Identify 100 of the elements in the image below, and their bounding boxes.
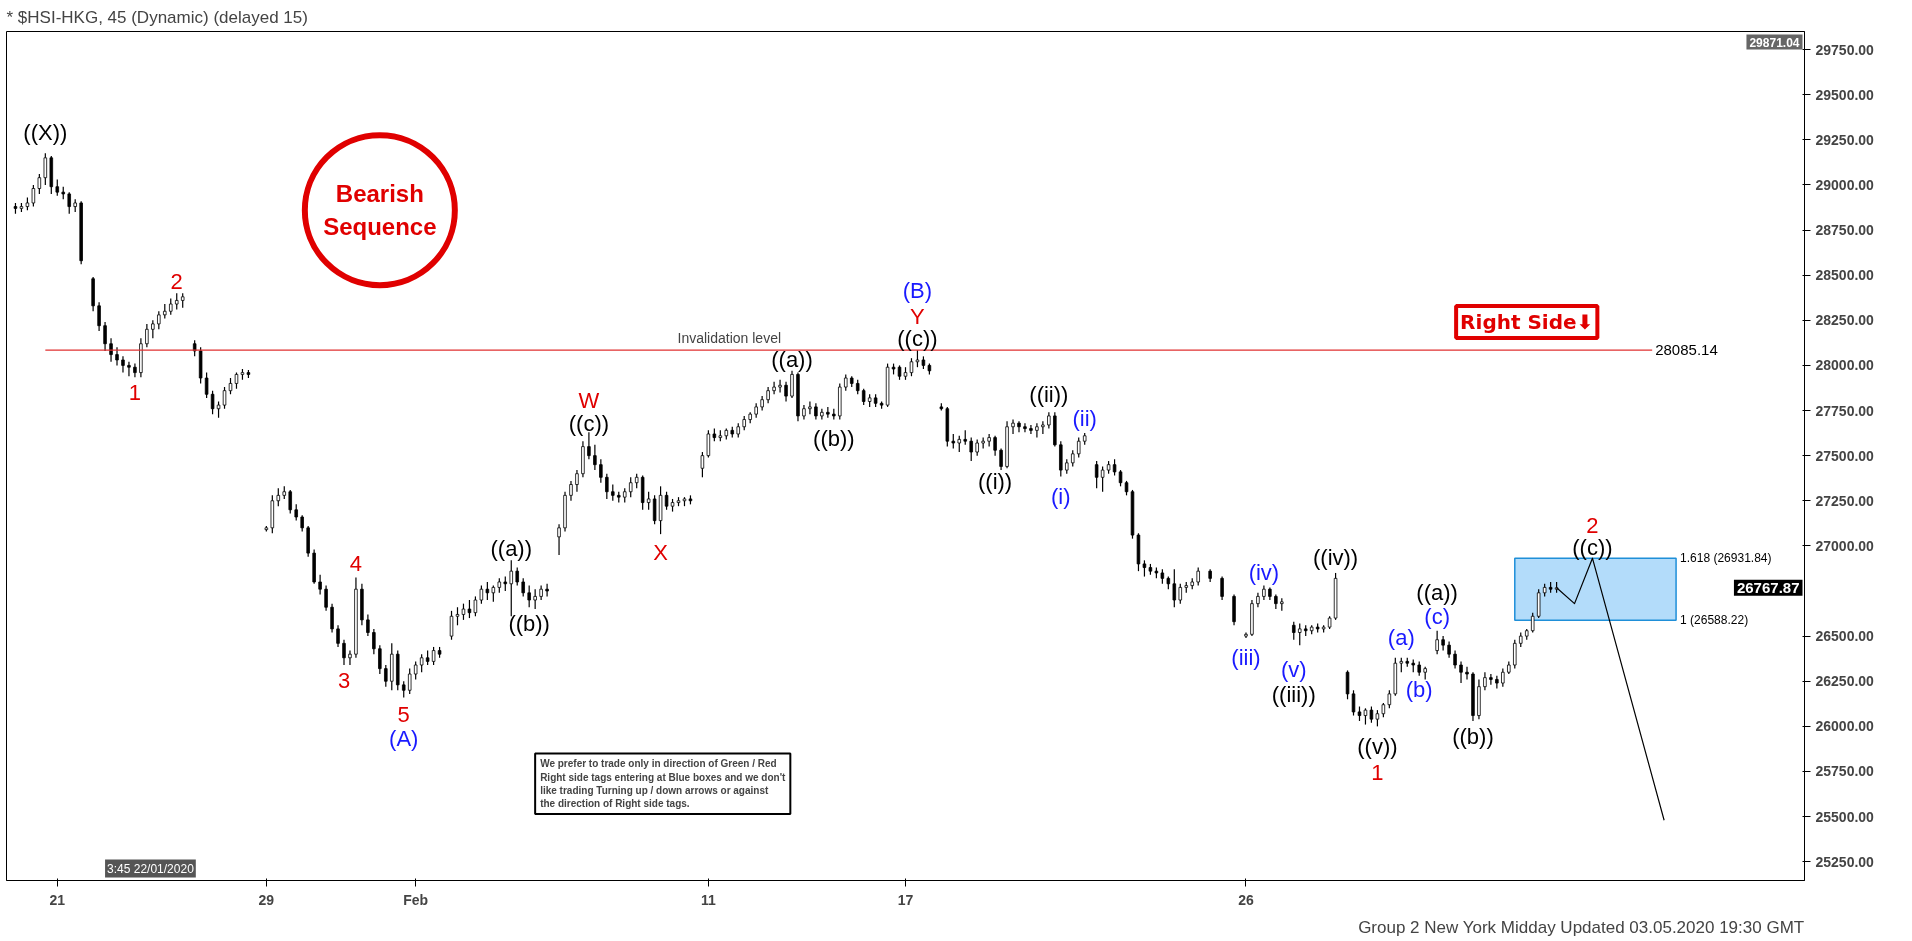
annotation: X	[653, 539, 669, 565]
candlestick	[431, 646, 436, 666]
candlestick	[808, 400, 812, 415]
annotation: 3	[337, 667, 351, 693]
annotation: 26767.87	[1736, 578, 1800, 596]
candlestick	[969, 436, 973, 462]
candlestick	[1196, 566, 1200, 587]
candlestick	[993, 435, 997, 457]
annotation: ((a))	[1416, 580, 1458, 606]
candlestick	[569, 480, 573, 502]
candlestick	[37, 173, 42, 195]
candlestick	[413, 660, 418, 681]
candlestick	[1501, 668, 1505, 688]
candlestick	[509, 559, 513, 617]
candlestick	[121, 355, 125, 374]
candlestick	[1029, 424, 1033, 435]
candlestick	[384, 664, 388, 688]
x-tick-label: 11	[700, 891, 716, 908]
candlestick	[1017, 420, 1021, 433]
candlestick	[1465, 666, 1469, 681]
annotation: ((b))	[1452, 723, 1494, 749]
candlestick	[222, 386, 227, 410]
candlestick	[449, 610, 454, 641]
annotation: 1 (26588.22)	[1680, 613, 1749, 628]
candlestick	[103, 321, 107, 352]
annotation: 4	[349, 551, 363, 577]
candlestick	[1292, 621, 1296, 641]
y-tick-label: 27750.00	[1815, 402, 1875, 419]
candlestick	[127, 361, 131, 377]
candlestick	[533, 588, 537, 610]
candlestick	[605, 473, 609, 500]
candlestick	[288, 489, 292, 514]
candlestick	[772, 381, 776, 395]
annotation: 5	[397, 702, 410, 728]
y-tick-label: 29000.00	[1815, 176, 1875, 193]
y-tick-label: 25750.00	[1815, 763, 1875, 780]
annotation: ((b))	[813, 425, 855, 451]
annotation: (a)	[1387, 625, 1415, 651]
annotation: (A)	[389, 725, 419, 751]
annotation: ((X))	[23, 120, 68, 146]
y-tick-label: 28750.00	[1815, 222, 1875, 239]
annotation: ((b))	[508, 610, 550, 636]
candlestick	[115, 346, 119, 366]
y-tick-label: 29750.00	[1815, 41, 1875, 58]
x-tick-label: 26	[1238, 891, 1254, 908]
annotation: 2	[170, 268, 183, 294]
x-tick-label: 29	[258, 891, 275, 908]
y-tick-label: 27500.00	[1815, 447, 1875, 464]
annotation: (b)	[1405, 676, 1433, 702]
candlestick	[342, 639, 346, 666]
candlestick	[909, 357, 914, 377]
annotation: We prefer to trade only in direction of Green / Red Right side tags entering at Blue boxes and we don't like trading Turning up / down arrows or against the direction of Right side tags.	[540, 758, 786, 810]
y-tick-label: 25500.00	[1815, 808, 1875, 825]
y-tick-label: 28000.00	[1815, 357, 1875, 374]
candlestick	[999, 447, 1003, 471]
candlestick	[545, 583, 549, 598]
candlestick	[485, 581, 490, 601]
candlestick	[145, 323, 149, 348]
candlestick	[31, 184, 36, 208]
candlestick	[700, 451, 705, 478]
candlestick	[527, 584, 531, 608]
annotation: ((ii))	[1029, 381, 1069, 407]
candlestick	[521, 577, 525, 598]
candlestick	[1530, 612, 1535, 634]
candlestick	[706, 429, 711, 459]
annotation: 1.618 (26931.84)	[1680, 551, 1772, 566]
x-tick-label: 21	[49, 891, 66, 908]
candlestick	[664, 491, 669, 511]
annotation: 29871.04	[1749, 35, 1800, 50]
candlestick	[1489, 673, 1493, 686]
annotation: Right Side⬇	[1460, 310, 1594, 335]
candlestick	[1459, 660, 1463, 684]
candlestick	[1345, 669, 1350, 700]
candlestick	[1387, 689, 1392, 709]
candlestick	[407, 668, 412, 695]
candlestick	[318, 574, 322, 596]
candlestick	[515, 566, 519, 587]
y-tick-label: 28500.00	[1815, 267, 1875, 284]
annotation: ((v))	[1357, 733, 1398, 759]
candlestick	[1483, 671, 1487, 691]
candlestick	[575, 469, 579, 493]
y-tick-label: 29500.00	[1815, 86, 1875, 103]
candlestick	[593, 444, 597, 471]
annotation: (v)	[1280, 657, 1307, 683]
candlestick	[1035, 422, 1039, 439]
candlestick	[1298, 622, 1302, 646]
candlestick	[1178, 583, 1183, 605]
annotation: (i)	[1051, 483, 1071, 509]
x-tick-label: Feb	[403, 891, 429, 908]
candlestick	[366, 613, 370, 637]
annotation: (B)	[902, 278, 933, 303]
candlestick	[455, 606, 460, 626]
ref-line-label: Invalidation level	[677, 330, 782, 347]
candlestick	[646, 491, 651, 511]
annotation: 1	[128, 379, 142, 405]
y-tick-label: 28250.00	[1815, 312, 1875, 329]
candlestick	[348, 649, 352, 666]
candlestick	[1041, 420, 1045, 435]
candlestick	[599, 458, 603, 484]
candlestick	[652, 494, 657, 525]
